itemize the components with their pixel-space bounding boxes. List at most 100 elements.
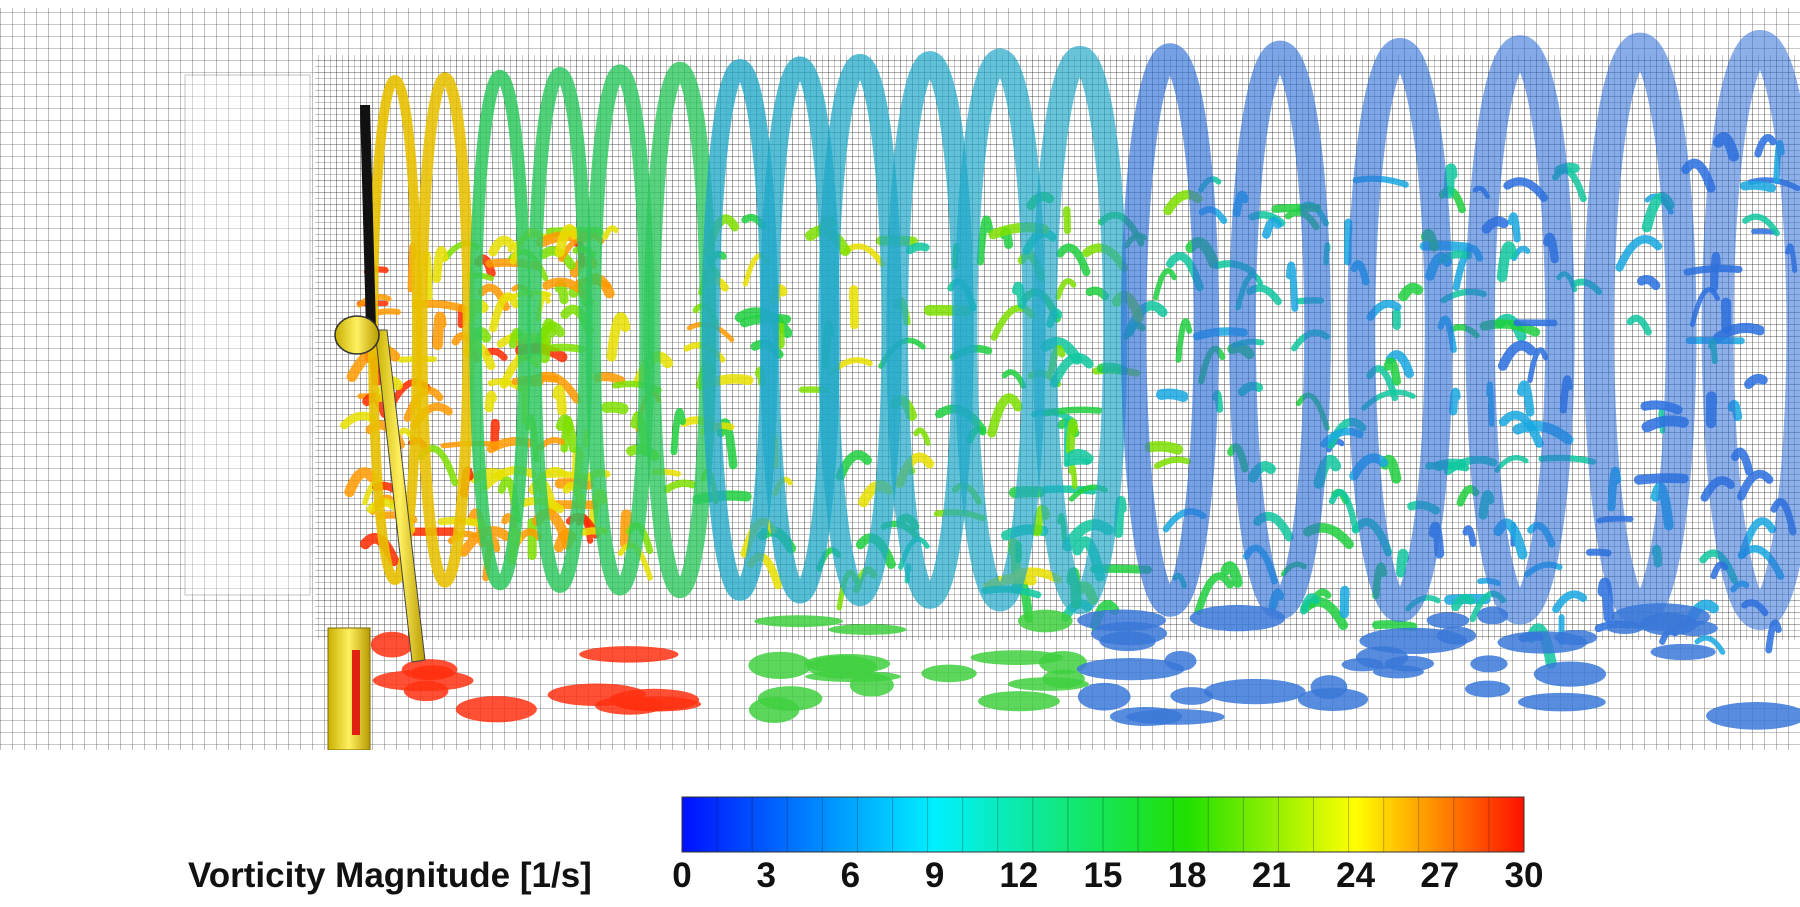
vortex-filament — [670, 408, 686, 456]
legend-title: Vorticity Magnitude [1/s] — [188, 856, 592, 895]
colorbar-tick-label: 6 — [841, 856, 860, 895]
ground-vortex-blob — [403, 680, 449, 702]
colorbar-tick-label: 3 — [756, 856, 775, 895]
ground-vortex-blob — [1077, 682, 1131, 711]
vortex-filament — [1383, 357, 1402, 386]
ground-vortex-blob — [1606, 620, 1644, 635]
vortex-filament — [555, 414, 579, 453]
vortex-filament — [1449, 387, 1461, 416]
vortex-filament — [1065, 418, 1079, 455]
vortex-filament — [663, 479, 697, 494]
vortex-filament — [344, 467, 378, 498]
colorbar-tick-label: 0 — [672, 856, 691, 895]
vortex-filament — [1597, 577, 1615, 623]
vortex-filament — [619, 509, 633, 549]
tip-vortex-ring — [1465, 35, 1575, 625]
vortex-filament — [1496, 241, 1518, 283]
ground-vortex-blob — [455, 696, 537, 723]
vortex-filament — [1299, 593, 1320, 615]
vortex-filament — [1285, 261, 1299, 312]
vortex-filament — [1507, 212, 1521, 243]
vortex-filament — [905, 242, 930, 255]
colorbar — [681, 796, 1525, 853]
ground-vortex-blob — [1706, 701, 1800, 730]
vortex-filament — [1517, 380, 1535, 417]
tip-vortex-ring — [1347, 37, 1453, 623]
vortex-filament — [1552, 590, 1588, 614]
vortex-filament — [1754, 134, 1777, 158]
colorbar-tick-label: 24 — [1336, 856, 1375, 895]
vortex-filament — [1451, 593, 1475, 612]
vortex-filament — [1742, 213, 1780, 237]
tip-vortex-rings — [368, 30, 1800, 630]
colorbar-tick-label: 15 — [1084, 856, 1123, 895]
ground-vortex-blob — [609, 688, 700, 711]
tip-vortex-ring — [1120, 43, 1220, 617]
ground-vortex-blob — [1359, 627, 1468, 655]
vortex-filament — [1615, 235, 1663, 272]
vortex-filament — [1744, 373, 1768, 389]
colorbar-dividers — [716, 797, 1490, 852]
ground-vortex-blob — [1203, 678, 1306, 705]
vortex-filament — [1344, 218, 1353, 266]
vortex-filament — [554, 279, 569, 305]
tip-vortex-ring — [469, 69, 531, 591]
ground-vortex-blob — [1384, 655, 1435, 672]
vortex-filament — [432, 311, 447, 351]
turbine-blade-upper — [360, 105, 376, 330]
vortex-filament — [548, 343, 586, 353]
vortex-filament — [1443, 163, 1458, 199]
ground-vortex-blob — [1464, 680, 1511, 698]
wind-turbine — [327, 105, 426, 750]
vortex-filament — [1175, 318, 1193, 363]
vortex-filament — [601, 401, 629, 415]
vortex-filament — [1194, 572, 1234, 615]
ground-vortex-blob — [977, 691, 1060, 712]
vortex-filament — [1328, 488, 1359, 533]
ground-vortex-blob — [1109, 707, 1183, 727]
vortex-filament — [1339, 585, 1350, 619]
colorbar-tick-label: 12 — [999, 856, 1038, 895]
ground-vortex-blob — [1672, 620, 1718, 637]
tip-vortex-ring — [1228, 40, 1332, 620]
tower-vortex-patch — [352, 650, 360, 735]
ground-vortex-blob — [370, 631, 414, 658]
vortex-filament — [1497, 340, 1537, 371]
ground-vortex-blob — [1170, 687, 1214, 705]
ground-vortex-blob — [1076, 658, 1185, 681]
vortex-filament — [1694, 635, 1726, 655]
ground-vortex-blob — [1470, 655, 1508, 673]
ground-vortex-blob — [1650, 643, 1716, 661]
ground-vortex-blob — [1164, 650, 1197, 672]
vortex-filament — [1012, 281, 1027, 309]
vortex-filament — [1153, 456, 1192, 470]
vortex-filament — [539, 318, 557, 364]
vortex-filament — [1462, 525, 1477, 548]
vortex-filament — [552, 384, 568, 416]
vortex-filament — [554, 224, 580, 258]
ground-vortex-blob — [1341, 658, 1384, 672]
vortex-filament — [487, 378, 524, 392]
vortex-filament — [987, 393, 1023, 438]
colorbar-legend: Vorticity Magnitude [1/s] 0 3 6 9 12 15 18 21 24… — [188, 796, 1543, 895]
vortex-filament — [1055, 278, 1077, 300]
ground-vortex-blob — [1533, 661, 1607, 687]
colorbar-tick-label: 18 — [1168, 856, 1207, 895]
vortex-filament — [606, 312, 631, 362]
ground-vortex-blob — [748, 696, 800, 723]
turbine-hub — [334, 315, 380, 355]
ground-vortex-blob — [1517, 692, 1606, 712]
vortex-filament — [1626, 314, 1652, 336]
vortex-filament — [1155, 388, 1189, 403]
vortex-filament — [1113, 495, 1127, 538]
vortex-filament — [484, 390, 498, 413]
ground-vortex-blob — [1497, 631, 1588, 654]
vortex-filament — [1398, 282, 1424, 302]
vortex-filament — [1001, 369, 1027, 389]
vortex-filament — [490, 418, 500, 450]
colorbar-tick-label: 27 — [1420, 856, 1459, 895]
tip-vortex-ring — [1701, 30, 1800, 630]
tip-vortex-ring — [527, 67, 593, 593]
vortex-filament — [1220, 561, 1243, 588]
ground-vortex-blob — [1310, 675, 1348, 700]
